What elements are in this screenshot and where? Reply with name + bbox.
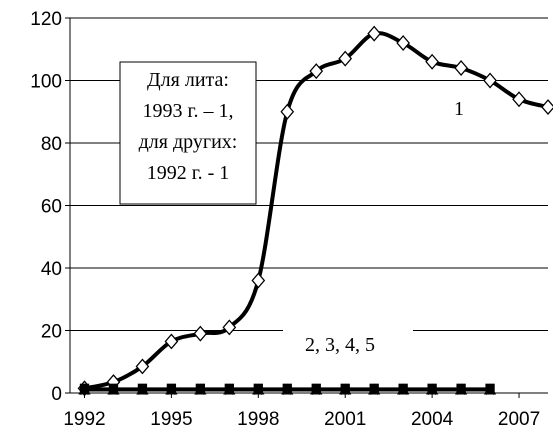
marker — [280, 103, 295, 120]
annotation: 2, 3, 4, 5 — [305, 334, 375, 356]
x-tick-label: 1995 — [150, 409, 192, 430]
marker — [512, 91, 526, 108]
annotation: для других: — [139, 131, 238, 153]
marker — [283, 385, 292, 394]
x-tick-label: 1992 — [63, 409, 105, 430]
annotation-box — [119, 61, 257, 205]
y-tick-label: 20 — [41, 322, 62, 343]
marker — [425, 53, 439, 70]
marker — [135, 358, 150, 375]
marker — [109, 385, 118, 394]
marker — [399, 385, 408, 394]
marker — [367, 25, 382, 42]
y-tick-label: 80 — [41, 134, 62, 155]
annotation: 1992 г. - 1 — [147, 162, 230, 184]
y-tick-label: 0 — [51, 384, 62, 405]
y-tick-label: 40 — [41, 259, 62, 280]
marker — [222, 319, 237, 336]
marker — [167, 385, 176, 394]
marker — [225, 385, 234, 394]
marker — [251, 272, 266, 289]
marker — [396, 35, 411, 51]
x-tick-label: 2004 — [411, 409, 454, 430]
marker — [483, 72, 497, 89]
marker — [341, 385, 350, 394]
x-tick-label: 2007 — [498, 409, 540, 430]
marker — [309, 63, 324, 80]
marker — [541, 99, 553, 116]
marker — [138, 385, 147, 394]
marker — [80, 385, 89, 394]
marker — [338, 50, 353, 67]
annotation-bg — [283, 322, 413, 360]
marker — [457, 385, 466, 394]
annotation: 1993 г. – 1, — [143, 100, 234, 122]
marker — [164, 333, 179, 350]
annotation: Для лита: — [147, 69, 229, 91]
y-tick-label: 60 — [41, 197, 62, 218]
y-tick-label: 120 — [30, 9, 62, 30]
marker — [193, 325, 208, 342]
marker — [454, 60, 468, 76]
series-label: 1 — [454, 98, 464, 120]
marker — [196, 385, 205, 394]
x-tick-label: 2001 — [324, 409, 366, 430]
marker — [428, 385, 437, 394]
marker — [254, 385, 263, 394]
x-tick-label: 1998 — [237, 409, 279, 430]
marker — [486, 385, 495, 394]
marker — [370, 385, 379, 394]
y-tick-label: 100 — [30, 72, 62, 93]
marker — [312, 385, 321, 394]
